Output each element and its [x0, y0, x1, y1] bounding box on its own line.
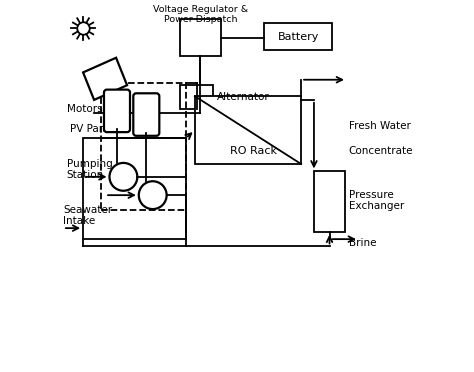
Bar — [314, 171, 345, 232]
Text: Battery: Battery — [277, 32, 319, 42]
FancyBboxPatch shape — [104, 90, 130, 132]
Bar — [83, 138, 186, 239]
Text: RO Rack: RO Rack — [230, 146, 277, 156]
Text: Seawater: Seawater — [63, 205, 112, 215]
Text: Station: Station — [67, 170, 104, 180]
Text: Brine: Brine — [349, 238, 376, 248]
Text: Intake: Intake — [63, 216, 95, 226]
FancyBboxPatch shape — [133, 93, 159, 136]
Bar — [264, 23, 332, 51]
Text: Fresh Water: Fresh Water — [349, 121, 410, 131]
Circle shape — [139, 181, 167, 209]
Text: Exchanger: Exchanger — [349, 201, 404, 211]
Text: Voltage Regulator &: Voltage Regulator & — [153, 5, 248, 14]
Bar — [195, 96, 301, 164]
Bar — [180, 19, 220, 56]
Polygon shape — [83, 58, 127, 100]
Text: Concentrate: Concentrate — [349, 146, 413, 156]
Text: Pumping: Pumping — [67, 159, 112, 169]
Bar — [101, 83, 186, 138]
Text: Power Dispatch: Power Dispatch — [164, 15, 237, 24]
Text: Motors: Motors — [67, 104, 102, 114]
Text: Pressure: Pressure — [349, 190, 393, 200]
Text: PV Panels: PV Panels — [70, 124, 120, 134]
Bar — [180, 85, 213, 109]
Circle shape — [109, 163, 137, 191]
Text: Alternator: Alternator — [217, 92, 270, 102]
Bar — [101, 138, 186, 210]
